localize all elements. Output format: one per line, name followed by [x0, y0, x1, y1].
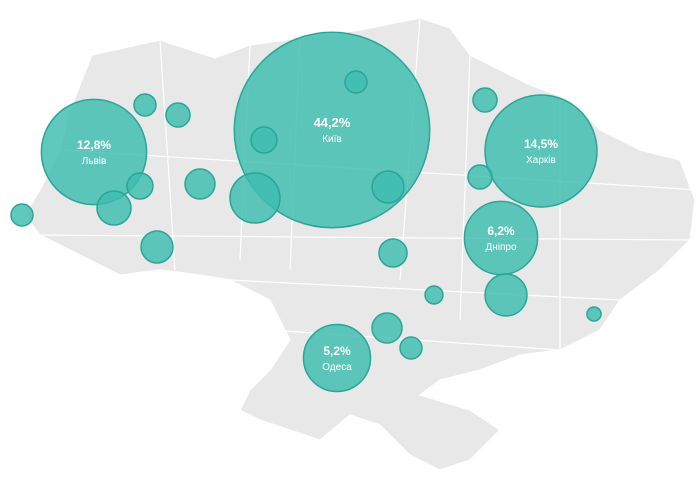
bubble — [126, 172, 154, 200]
bubble — [484, 273, 528, 317]
bubble — [229, 172, 281, 224]
value-label: 5,2% — [323, 344, 351, 358]
bubble — [371, 312, 403, 344]
bubble — [184, 168, 216, 200]
bubble — [40, 98, 148, 206]
city-label: Дніпро — [485, 242, 516, 253]
city-label: Львів — [82, 156, 107, 167]
bubble — [140, 230, 174, 264]
bubbles: 44,2% Київ 12,8% Львів 14,5% Харків 6,2% Дніпро… — [10, 31, 602, 393]
bubble — [371, 170, 405, 204]
bubble — [472, 87, 498, 113]
city-label: Одеса — [322, 362, 352, 373]
bubble — [586, 306, 602, 322]
bubble — [399, 336, 423, 360]
bubble — [133, 93, 157, 117]
city-label: Харків — [526, 155, 556, 166]
bubble — [302, 323, 372, 393]
bubble — [344, 70, 368, 94]
city-label: Київ — [322, 134, 342, 145]
bubble — [165, 102, 191, 128]
value-label: 6,2% — [487, 224, 515, 238]
value-label: 14,5% — [524, 137, 558, 151]
bubble — [250, 126, 278, 154]
bubble — [463, 200, 539, 276]
bubble — [484, 94, 598, 208]
bubble — [424, 285, 444, 305]
bubble — [10, 203, 34, 227]
bubble — [467, 164, 493, 190]
bubble — [96, 190, 132, 226]
value-label: 44,2% — [314, 115, 351, 130]
bubble — [378, 238, 408, 268]
value-label: 12,8% — [77, 138, 111, 152]
